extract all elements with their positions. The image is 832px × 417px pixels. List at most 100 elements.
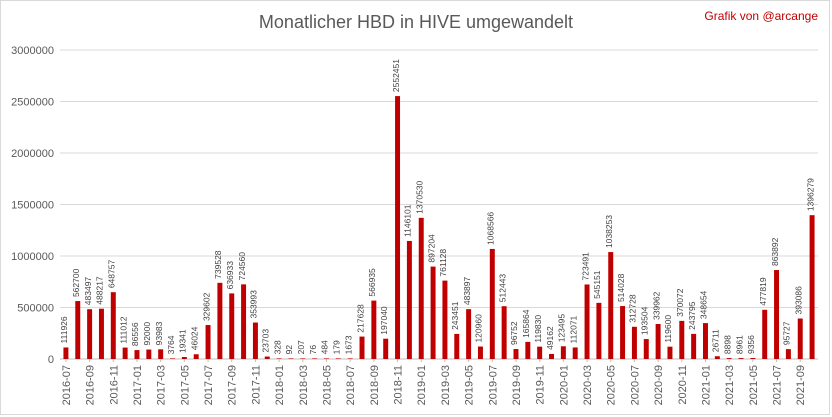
bar (276, 358, 282, 359)
data-label: 179 (332, 340, 342, 354)
x-tick-label: 2017-01 (132, 365, 144, 405)
bar (371, 300, 377, 359)
data-label: 197040 (379, 306, 389, 335)
x-tick-label: 2019-01 (416, 365, 428, 405)
bar (620, 306, 626, 359)
data-label: 348654 (699, 290, 709, 319)
bar (75, 301, 81, 359)
data-label: 483497 (83, 277, 93, 306)
data-label: 95727 (782, 321, 792, 345)
data-label: 120960 (474, 314, 484, 343)
x-tick-label: 2017-05 (179, 365, 191, 405)
chart-credit: Grafik von @arcange (704, 9, 818, 23)
data-label: 86556 (130, 322, 140, 346)
data-label: 92 (284, 345, 294, 355)
bar (560, 346, 566, 359)
data-label: 566935 (367, 268, 377, 297)
data-label: 49162 (545, 326, 555, 350)
bar (252, 322, 258, 359)
bar (608, 252, 614, 359)
bar (702, 323, 708, 359)
bar (785, 349, 791, 359)
bar (442, 280, 448, 359)
data-label: 111012 (118, 316, 128, 343)
bar (383, 338, 389, 359)
data-label: 207 (296, 340, 306, 354)
data-label: 477819 (758, 277, 768, 306)
data-label: 739528 (213, 250, 223, 279)
data-label: 648757 (107, 260, 117, 289)
data-label: 1146101 (403, 204, 413, 237)
bar (217, 282, 223, 359)
bar (631, 326, 637, 359)
data-label: 370072 (675, 288, 685, 317)
bar (667, 346, 673, 359)
x-tick-label: 2021-05 (748, 365, 760, 405)
bar (170, 358, 176, 359)
bar (762, 309, 768, 359)
x-tick-label: 2019-05 (464, 365, 476, 405)
bar (323, 358, 329, 359)
data-label: 723491 (580, 252, 590, 281)
bar (797, 318, 803, 359)
data-label: 92000 (142, 322, 152, 346)
bar (347, 358, 353, 359)
x-tick-label: 2017-07 (203, 365, 215, 405)
bar (418, 217, 424, 359)
x-tick-label: 2019-09 (511, 365, 523, 405)
data-label: 353993 (249, 290, 259, 319)
data-label: 111926 (59, 316, 69, 343)
data-label: 636933 (225, 261, 235, 290)
x-tick-label: 2020-09 (653, 365, 665, 405)
x-tick-label: 2018-07 (345, 365, 357, 405)
x-tick-label: 2021-01 (700, 365, 712, 405)
x-tick-label: 2020-03 (582, 365, 594, 405)
y-tick-label: 1500000 (11, 200, 54, 212)
data-label: 8898 (722, 335, 732, 354)
x-tick-label: 2018-01 (274, 365, 286, 405)
chart-title: Monatlicher HBD in HIVE umgewandelt (258, 12, 574, 32)
data-label: 724560 (237, 252, 247, 281)
y-tick-label: 2000000 (11, 148, 54, 160)
bar (774, 270, 780, 359)
bar (359, 336, 365, 359)
data-label: 46024 (189, 326, 199, 350)
x-tick-label: 2020-05 (606, 365, 618, 405)
x-tick-label: 2020-11 (677, 365, 689, 405)
data-label: 483897 (462, 277, 472, 306)
data-label: 112071 (568, 315, 578, 343)
bar (714, 356, 720, 359)
bar (477, 346, 483, 359)
x-tick-label: 2021-07 (772, 365, 784, 405)
data-label: 393086 (793, 286, 803, 315)
x-tick-label: 2017-03 (156, 365, 168, 405)
data-label: 165864 (521, 309, 531, 338)
data-label: 8961 (734, 335, 744, 354)
x-tick-label: 2018-03 (298, 365, 310, 405)
data-label: 329602 (201, 292, 211, 321)
x-tick-label: 2016-11 (108, 365, 120, 405)
x-tick-label: 2019-07 (487, 365, 499, 405)
bar (738, 358, 744, 359)
bar (572, 347, 578, 359)
bar (406, 240, 412, 359)
data-label: 9356 (746, 335, 756, 354)
bar (809, 215, 815, 359)
bar (655, 323, 661, 359)
bar (726, 358, 732, 359)
y-tick-label: 500000 (17, 303, 54, 315)
x-tick-label: 2020-01 (558, 365, 570, 405)
y-tick-label: 1000000 (11, 251, 54, 263)
x-tick-label: 2019-11 (535, 365, 547, 405)
data-label: 562700 (71, 268, 81, 297)
data-label: 26711 (711, 329, 721, 352)
bar (110, 292, 116, 359)
data-label: 512443 (497, 274, 507, 303)
data-label: 119830 (533, 315, 543, 343)
data-label: 484 (320, 340, 330, 354)
data-label: 96752 (509, 321, 519, 345)
bar (63, 347, 69, 359)
bar (513, 349, 519, 359)
bar (193, 354, 199, 359)
